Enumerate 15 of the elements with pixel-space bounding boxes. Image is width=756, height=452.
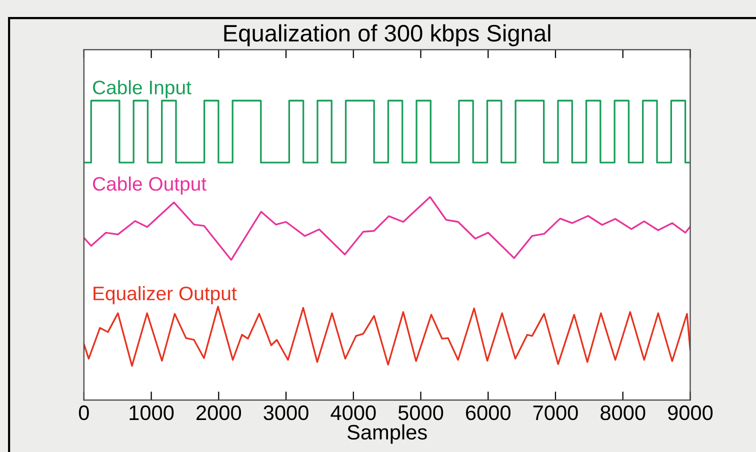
x-axis-title: Samples xyxy=(347,424,427,444)
x-tick-label: 0 xyxy=(78,405,89,420)
x-tick-label: 8000 xyxy=(600,405,646,420)
series-label: Equalizer Output xyxy=(94,286,237,304)
x-tick-label: 1000 xyxy=(130,405,174,420)
x-tick-label: 7000 xyxy=(533,405,578,420)
series-label: Cable Output xyxy=(92,176,206,195)
x-tick-label: 3000 xyxy=(264,405,308,420)
series-label: Cable Input xyxy=(92,80,192,98)
chart-title: Equalization of 300 kbps Signal xyxy=(224,24,550,46)
x-tick-label: 9000 xyxy=(668,405,713,420)
x-tick-label: 4000 xyxy=(330,405,376,420)
x-tick-label: 5000 xyxy=(398,405,444,420)
x-tick-label: 6000 xyxy=(466,405,510,420)
x-tick-label: 2000 xyxy=(196,405,242,420)
